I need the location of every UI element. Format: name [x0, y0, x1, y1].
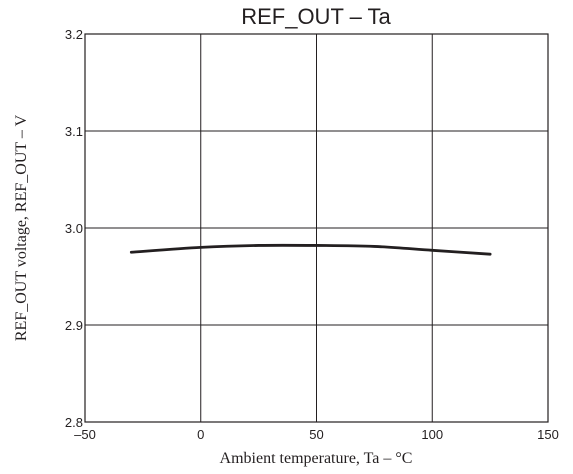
x-tick-label: 50: [309, 427, 323, 442]
y-axis-label: REF_OUT voltage, REF_OUT – V: [13, 114, 30, 341]
y-tick-label: 3.0: [65, 221, 83, 236]
plot-frame: [84, 33, 549, 423]
x-axis-ticks: –50 0 50 100 150: [74, 427, 559, 442]
x-axis-label: Ambient temperature, Ta – °C: [220, 450, 413, 467]
series-layer: [129, 243, 492, 256]
gridlines: [85, 34, 548, 422]
y-axis-ticks: 2.8 2.9 3.0 3.1 3.2: [65, 27, 83, 430]
y-tick-label: 3.2: [65, 27, 83, 42]
x-tick-label: 100: [421, 427, 443, 442]
y-tick-label: 3.1: [65, 124, 83, 139]
chart-title: REF_OUT – Ta: [241, 4, 391, 29]
x-tick-label: –50: [74, 427, 96, 442]
x-tick-label: 0: [197, 427, 204, 442]
x-tick-label: 150: [537, 427, 559, 442]
y-tick-label: 2.8: [65, 415, 83, 430]
series-line: [129, 243, 492, 256]
y-tick-label: 2.9: [65, 318, 83, 333]
